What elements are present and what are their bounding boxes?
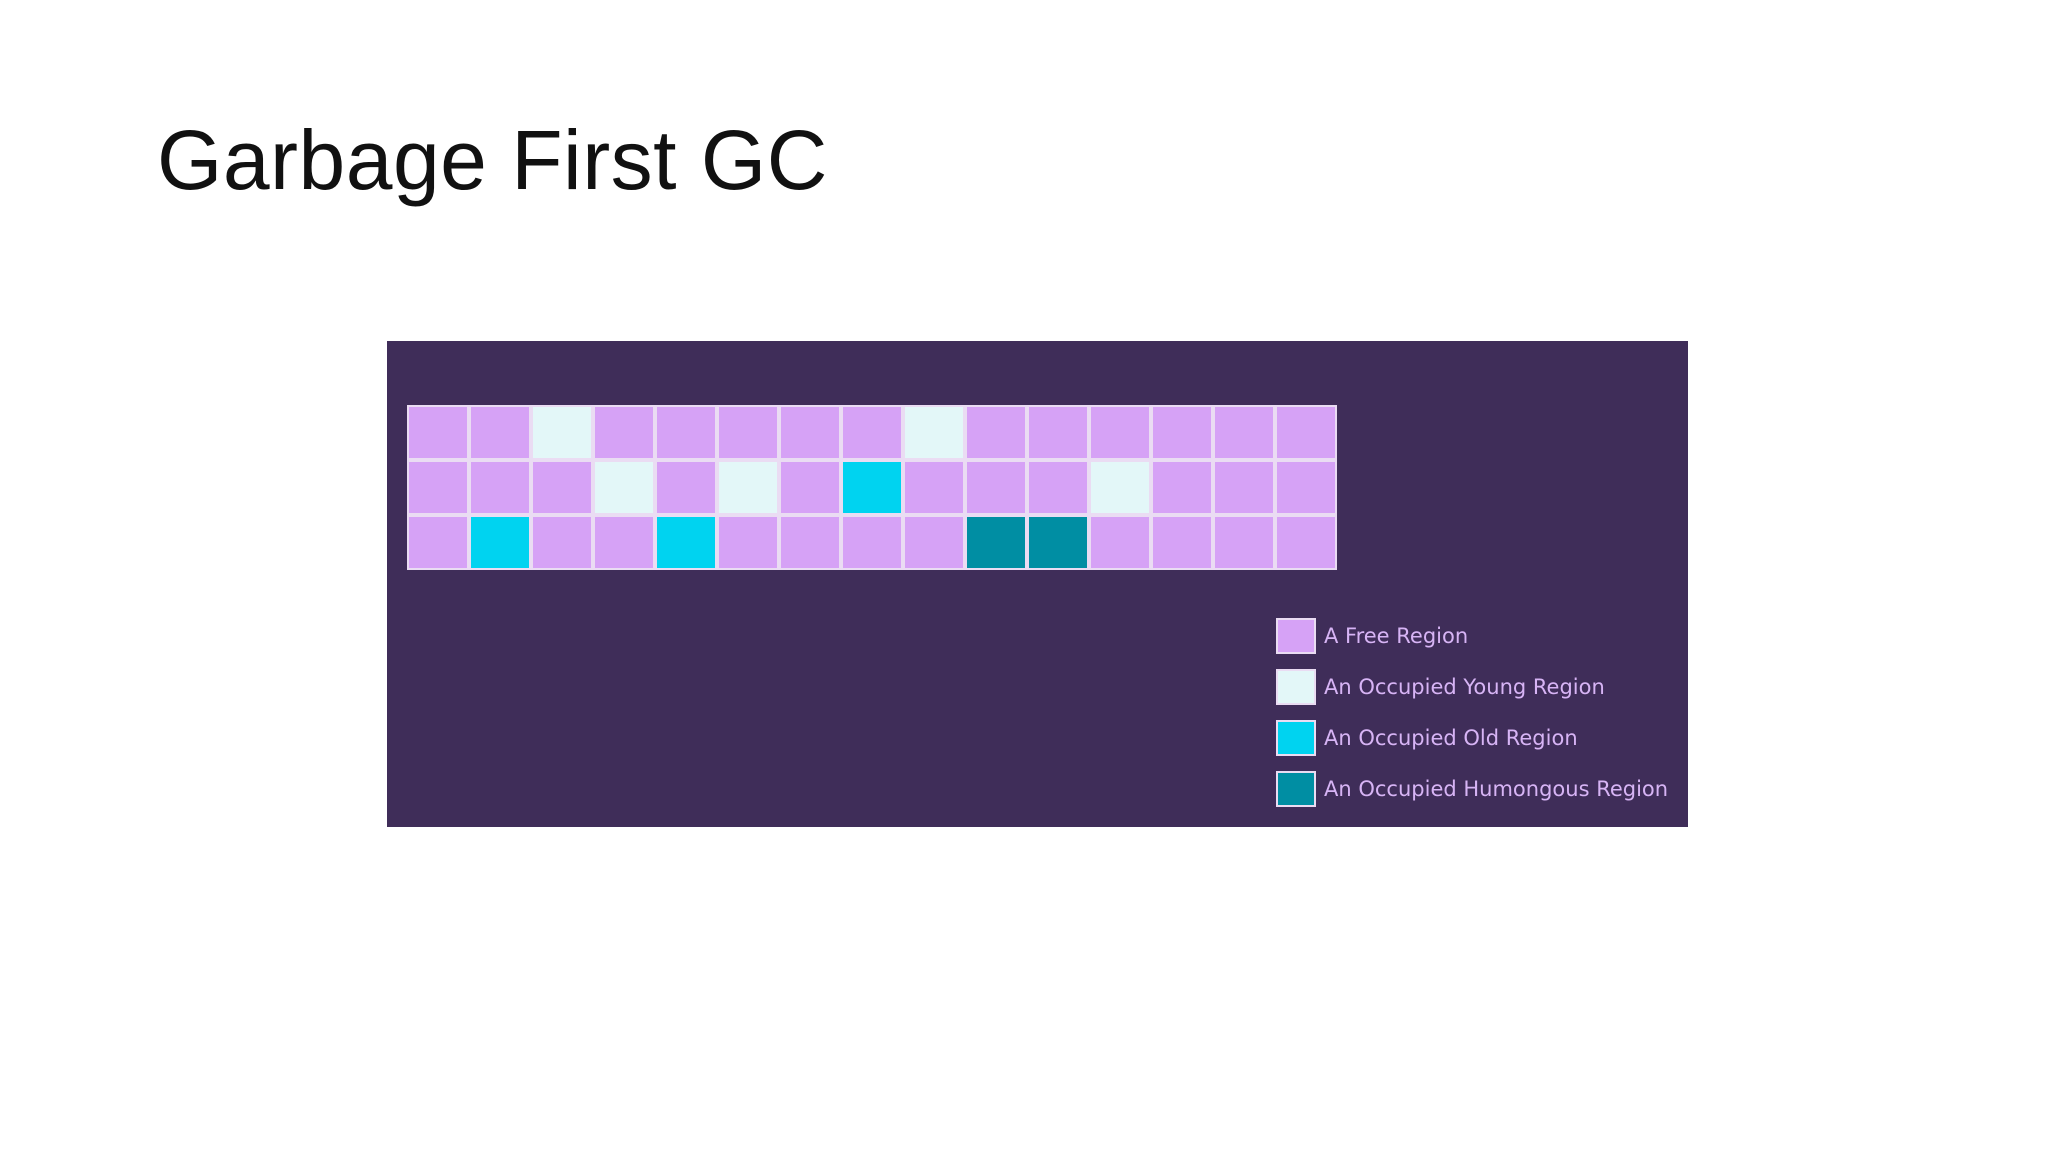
heap-region-old [655,515,717,570]
heap-region-free [531,515,593,570]
legend-label: An Occupied Young Region [1324,675,1605,699]
heap-region-young [531,405,593,460]
legend-item-young: An Occupied Young Region [1276,667,1668,707]
heap-region-young [717,460,779,515]
heap-region-young [903,405,965,460]
legend-swatch-humongous [1276,771,1316,807]
heap-region-free [593,405,655,460]
heap-region-free [1027,460,1089,515]
heap-region-free [965,460,1027,515]
heap-region-free [655,460,717,515]
legend-swatch-young [1276,669,1316,705]
heap-region-free [1213,405,1275,460]
heap-region-free [1151,405,1213,460]
heap-region-free [779,460,841,515]
legend-item-humongous: An Occupied Humongous Region [1276,769,1668,809]
heap-region-humongous [965,515,1027,570]
heap-region-young [1089,460,1151,515]
heap-region-free [407,515,469,570]
legend-label: An Occupied Old Region [1324,726,1578,750]
heap-region-free [407,405,469,460]
heap-region-free [841,515,903,570]
legend-label: A Free Region [1324,624,1468,648]
legend-item-free: A Free Region [1276,616,1668,656]
heap-region-old [469,515,531,570]
heap-region-free [1213,515,1275,570]
heap-region-humongous [1027,515,1089,570]
heap-diagram-panel: A Free Region An Occupied Young Region An … [387,341,1688,827]
heap-region-old [841,460,903,515]
heap-region-free [1213,460,1275,515]
legend-swatch-free [1276,618,1316,654]
heap-region-free [717,405,779,460]
legend-swatch-old [1276,720,1316,756]
heap-region-free [841,405,903,460]
heap-region-free [1089,405,1151,460]
heap-region-free [655,405,717,460]
heap-region-free [1275,515,1337,570]
heap-region-free [1151,515,1213,570]
legend-label: An Occupied Humongous Region [1324,777,1668,801]
heap-region-free [1027,405,1089,460]
heap-region-free [965,405,1027,460]
heap-region-free [903,515,965,570]
slide-title: Garbage First GC [157,118,828,202]
heap-region-free [469,460,531,515]
heap-region-free [717,515,779,570]
heap-region-free [779,515,841,570]
heap-region-free [1275,405,1337,460]
heap-region-young [593,460,655,515]
heap-region-free [593,515,655,570]
heap-region-grid [407,405,1337,570]
heap-region-free [469,405,531,460]
heap-region-free [903,460,965,515]
heap-region-free [1089,515,1151,570]
heap-region-free [407,460,469,515]
heap-region-free [779,405,841,460]
heap-region-free [1151,460,1213,515]
heap-region-free [1275,460,1337,515]
legend-item-old: An Occupied Old Region [1276,718,1668,758]
heap-region-free [531,460,593,515]
legend: A Free Region An Occupied Young Region An … [1276,616,1668,820]
